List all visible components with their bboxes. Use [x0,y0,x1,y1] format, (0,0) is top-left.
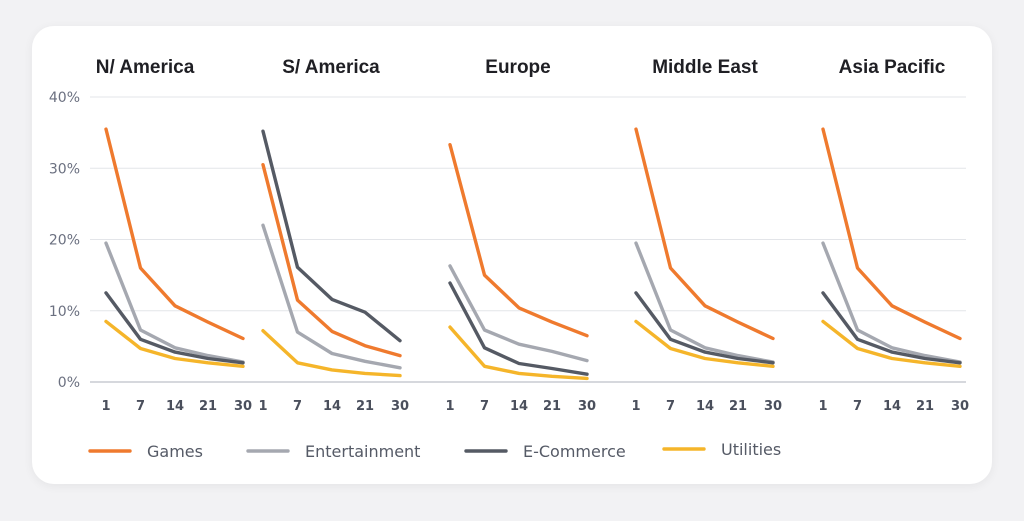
series-line-utilities [821,319,962,368]
y-tick-label: 40% [49,90,80,106]
y-tick-label: 0% [58,375,80,391]
series-line-entertainment [634,241,775,364]
x-tick-label: 21 [916,399,934,414]
panel-title: Europe [485,57,550,78]
series-line-e-commerce [448,281,589,376]
series-line-utilities [261,329,402,378]
series-line-games [821,127,962,341]
series-line-games [634,127,775,341]
x-tick-label: 1 [258,399,267,414]
x-tick-label: 30 [951,399,969,414]
x-tick-label: 7 [480,399,489,414]
x-tick-label: 7 [853,399,862,414]
x-tick-label: 14 [883,399,901,414]
series-line-e-commerce [104,291,245,365]
series-line-entertainment [821,241,962,364]
x-tick-label: 14 [166,399,184,414]
legend-label: Utilities [721,440,781,459]
series-line-e-commerce [634,291,775,365]
series-line-e-commerce [821,291,962,365]
x-tick-label: 30 [578,399,596,414]
series-line-utilities [634,319,775,368]
x-tick-label: 1 [818,399,827,414]
x-tick-label: 14 [696,399,714,414]
x-tick-label: 21 [729,399,747,414]
x-tick-label: 30 [764,399,782,414]
x-tick-label: 1 [631,399,640,414]
y-tick-label: 30% [49,161,80,177]
series-line-entertainment [448,264,589,363]
legend-label: Games [147,442,203,461]
panel-title: Middle East [652,57,758,78]
panel-title: Asia Pacific [839,57,946,78]
x-tick-label: 21 [543,399,561,414]
x-tick-label: 1 [101,399,110,414]
x-tick-label: 7 [293,399,302,414]
series-line-entertainment [261,223,402,370]
chart-card [32,26,992,484]
panel-title: S/ America [282,57,380,78]
series-line-games [104,127,245,341]
panel-title: N/ America [96,57,195,78]
x-tick-label: 30 [391,399,409,414]
y-tick-label: 10% [49,304,80,320]
series-line-games [448,142,589,338]
y-tick-label: 20% [49,233,80,249]
series-line-entertainment [104,241,245,364]
x-tick-label: 1 [445,399,454,414]
x-tick-label: 7 [666,399,675,414]
x-tick-label: 14 [510,399,528,414]
series-line-utilities [448,325,589,381]
legend-label: Entertainment [305,442,420,461]
x-tick-label: 30 [234,399,252,414]
x-tick-label: 21 [356,399,374,414]
legend-label: E-Commerce [523,442,626,461]
series-line-e-commerce [261,129,402,343]
series-line-games [261,162,402,358]
x-tick-label: 7 [136,399,145,414]
series-line-utilities [104,319,245,368]
x-tick-label: 21 [199,399,217,414]
x-tick-label: 14 [323,399,341,414]
